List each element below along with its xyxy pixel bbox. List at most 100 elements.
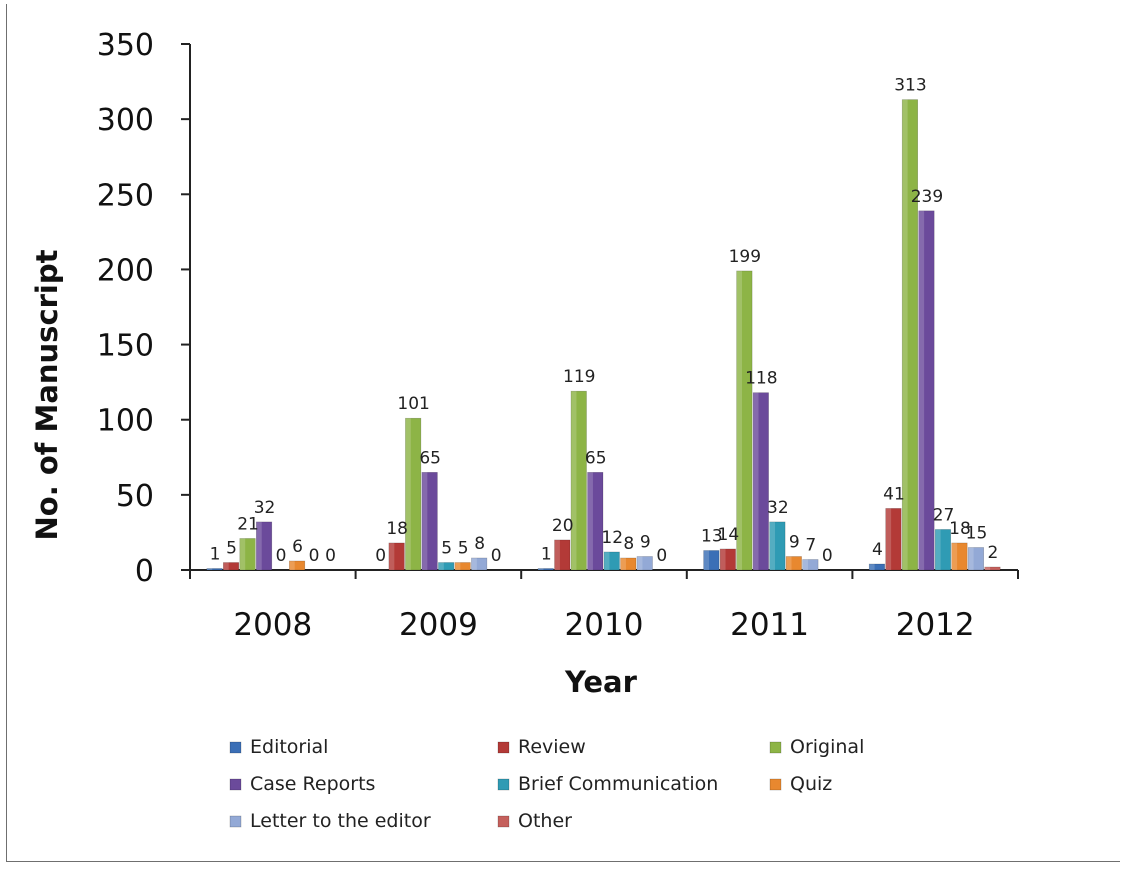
data-label: 119 — [563, 367, 595, 387]
data-label: 13 — [701, 526, 723, 546]
y-tick-label: 250 — [97, 178, 154, 213]
y-tick-label: 150 — [97, 329, 154, 364]
chart-frame — [6, 4, 1120, 862]
y-axis-title: No. of Manuscript — [30, 249, 64, 540]
data-label: 15 — [966, 523, 988, 543]
data-label: 65 — [419, 448, 441, 468]
data-label: 8 — [474, 534, 485, 554]
bar-highlight — [538, 568, 544, 570]
legend-swatch — [769, 741, 782, 754]
legend-swatch — [229, 741, 242, 754]
bar-highlight — [637, 556, 643, 570]
y-tick-label: 300 — [97, 103, 154, 138]
bars — [206, 99, 1001, 571]
data-label: 0 — [656, 546, 667, 566]
data-label: 32 — [254, 498, 276, 518]
y-tick-label: 50 — [116, 479, 154, 514]
data-label: 0 — [375, 546, 386, 566]
bar-highlight — [223, 562, 229, 570]
data-label: 27 — [933, 505, 955, 525]
bar-highlight — [620, 557, 626, 570]
y-tick-label: 200 — [97, 253, 154, 288]
data-label: 9 — [789, 532, 800, 552]
x-tick-label: 2012 — [896, 607, 975, 643]
bar-highlight — [289, 560, 295, 570]
data-label: 20 — [552, 516, 574, 536]
legend-label: Case Reports — [250, 773, 375, 795]
data-label: 101 — [397, 394, 429, 414]
bar-letter-to-the-editor-2012 — [967, 547, 985, 571]
data-label: 6 — [292, 537, 303, 557]
legend-swatch — [497, 778, 510, 791]
bar-highlight — [720, 548, 726, 570]
data-label: 65 — [585, 448, 607, 468]
y-tick-label: 350 — [97, 28, 154, 63]
data-label: 0 — [491, 546, 502, 566]
data-label: 21 — [237, 514, 259, 534]
bar-highlight — [604, 551, 610, 570]
bar-highlight — [454, 562, 461, 570]
bar-quiz-2010 — [620, 557, 637, 571]
legend-label: Brief Communication — [518, 773, 718, 795]
bar-brief-communication-2012 — [934, 529, 952, 571]
bar-highlight — [753, 392, 759, 570]
bar-editorial-2012 — [868, 563, 886, 571]
data-label: 0 — [325, 546, 336, 566]
bar-original-2011 — [736, 270, 753, 571]
bar-other-2012 — [984, 566, 1001, 571]
x-tick-label: 2009 — [399, 607, 478, 643]
bar-highlight — [984, 566, 991, 570]
legend-label: Letter to the editor — [250, 810, 431, 832]
legend-label: Original — [790, 736, 864, 758]
bar-quiz-2012 — [951, 542, 968, 571]
bar-highlight — [438, 562, 444, 570]
bar-highlight — [869, 563, 875, 570]
bar-highlight — [918, 210, 925, 570]
data-label: 0 — [276, 546, 287, 566]
bar-highlight — [885, 508, 892, 570]
bar-highlight — [587, 472, 593, 570]
data-label: 8 — [623, 534, 634, 554]
data-label: 14 — [718, 525, 740, 545]
data-label: 199 — [729, 247, 761, 267]
bar-highlight — [471, 557, 477, 570]
y-tick-label: 100 — [97, 404, 154, 439]
bar-highlight — [388, 542, 395, 570]
bar-highlight — [769, 521, 776, 570]
bar-highlight — [405, 418, 411, 570]
legend-label: Other — [518, 810, 572, 832]
bar-highlight — [206, 568, 213, 570]
bar-letter-to-the-editor-2010 — [636, 556, 653, 571]
data-label: 0 — [309, 546, 320, 566]
legend-swatch — [229, 778, 242, 791]
data-label: 118 — [745, 369, 777, 389]
bar-review-2011 — [719, 548, 736, 571]
data-label: 7 — [805, 535, 816, 555]
y-tick-label: 0 — [135, 554, 154, 589]
bar-editorial-2008 — [206, 568, 223, 571]
data-label: 5 — [441, 538, 452, 558]
bar-letter-to-the-editor-2009 — [471, 557, 488, 571]
legend-label: Editorial — [250, 736, 328, 758]
data-label: 1 — [541, 544, 552, 564]
data-label: 5 — [226, 538, 237, 558]
bar-highlight — [935, 529, 941, 570]
data-label: 12 — [601, 528, 623, 548]
bar-highlight — [421, 472, 428, 570]
x-tick-label: 2011 — [730, 607, 809, 643]
bar-brief-communication-2009 — [438, 562, 455, 571]
bar-original-2009 — [405, 417, 422, 571]
bar-case-reports-2009 — [421, 472, 438, 571]
bar-original-2008 — [239, 538, 256, 571]
bar-highlight — [802, 559, 809, 570]
legend-label: Quiz — [790, 773, 832, 795]
x-axis-title: Year — [564, 665, 638, 699]
legend-label: Review — [518, 736, 586, 758]
legend-swatch — [769, 778, 782, 791]
bar-case-reports-2012 — [918, 210, 935, 571]
legend-swatch — [497, 815, 510, 828]
bar-highlight — [239, 538, 246, 570]
